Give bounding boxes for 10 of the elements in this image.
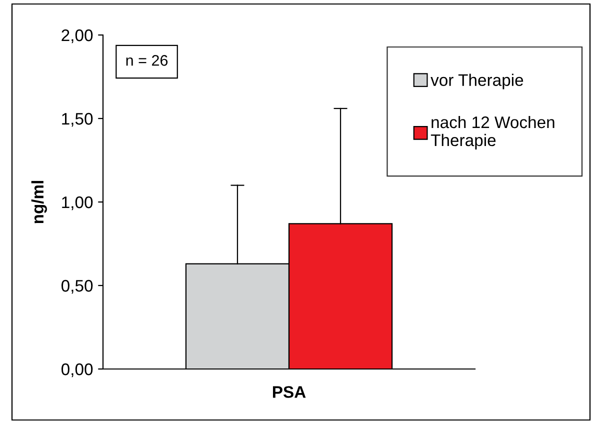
legend-label: nach 12 Wochen Therapie xyxy=(430,116,554,150)
y-tick-label: 1,50 xyxy=(62,112,93,127)
legend-label: vor Therapie xyxy=(430,74,524,90)
y-tick-label: 1,00 xyxy=(62,196,93,210)
y-tick-label: 2,00 xyxy=(62,29,93,44)
x-tick-label: PSA xyxy=(272,386,306,398)
y-tick-label: 0,50 xyxy=(61,280,93,294)
y-axis-title: ng/ml xyxy=(31,180,47,224)
annotation: n = 26 xyxy=(126,55,168,66)
y-tick-label: 0,00 xyxy=(61,363,93,378)
